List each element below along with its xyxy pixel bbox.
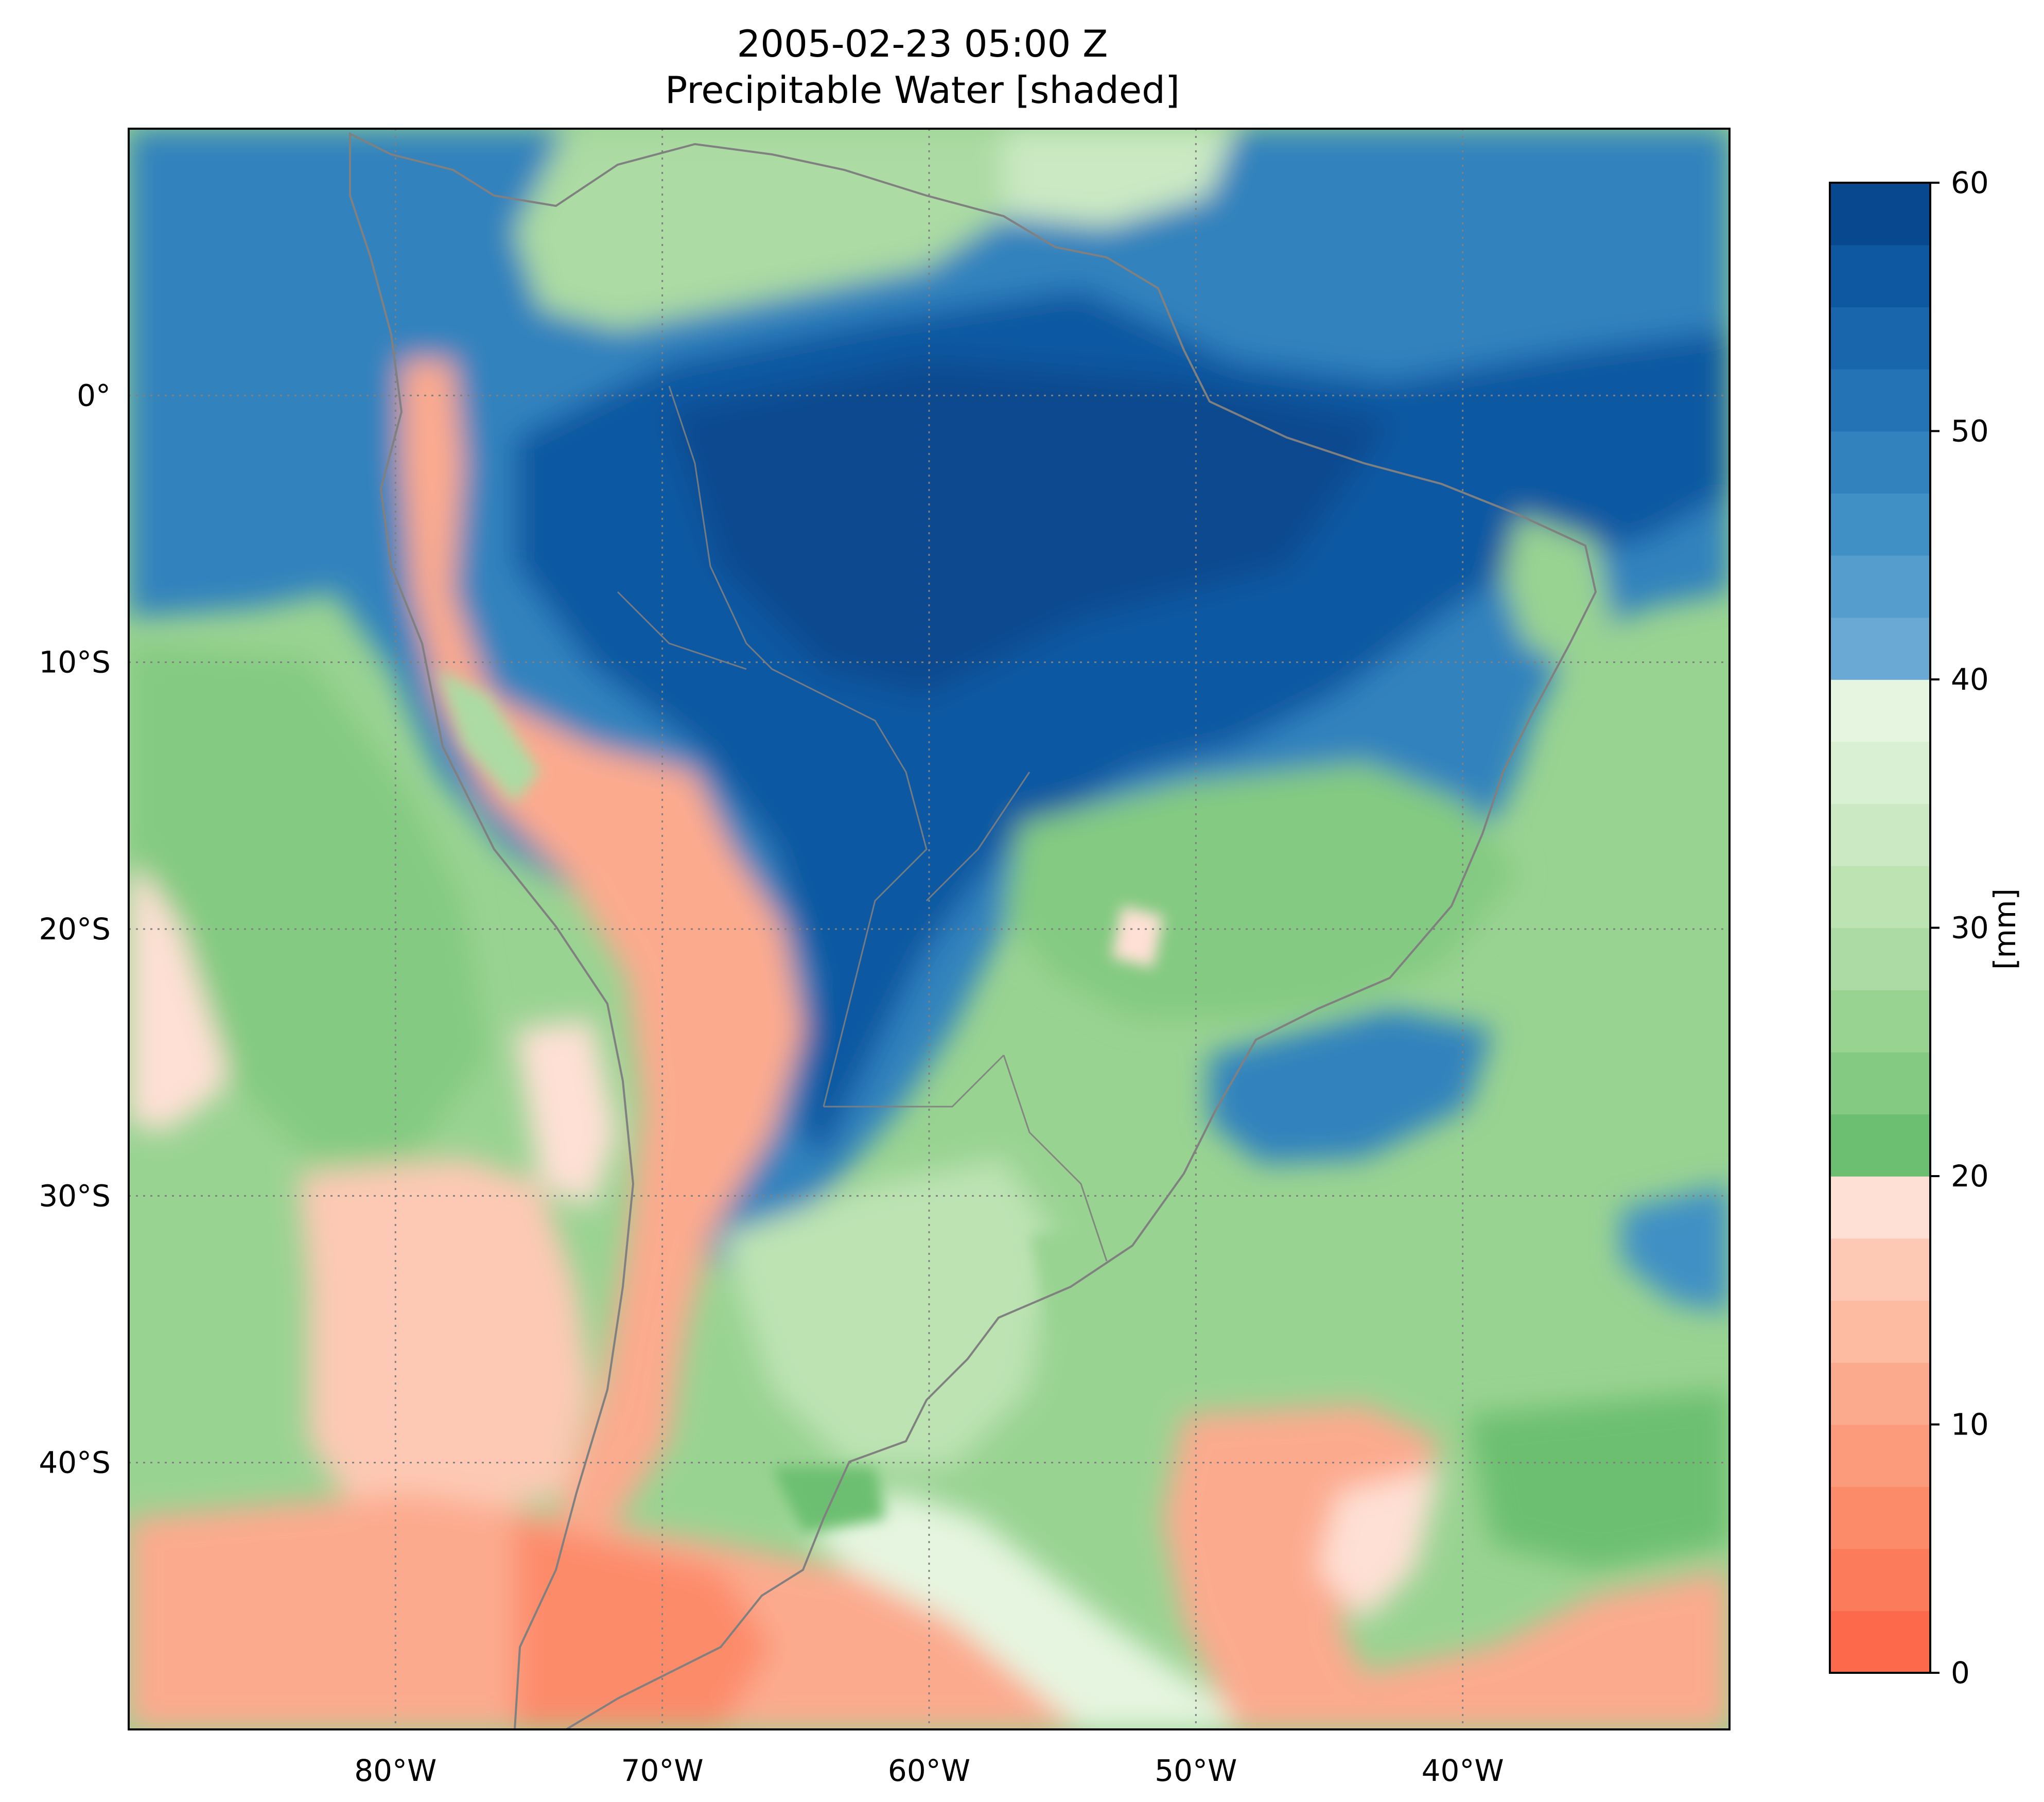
colorbar-tick-label: 20: [1951, 1159, 1989, 1194]
colorbar-tick-label: 30: [1951, 911, 1989, 946]
colorbar-level-swatch: [1830, 307, 1930, 370]
colorbar: 0 10 20 30 40 50 60: [1829, 165, 1989, 1690]
colorbar-level-swatch: [1830, 1176, 1930, 1239]
chart-title-line1: 2005-02-23 05:00 Z: [737, 22, 1108, 65]
colorbar-level-swatch: [1830, 1548, 1930, 1612]
latitude-tick-labels: 0° 10°S 20°S 30°S 40°S: [39, 378, 111, 1480]
colorbar-level-swatch: [1830, 369, 1930, 432]
colorbar-level-swatch: [1830, 431, 1930, 494]
lon-tick-label: 60°W: [888, 1753, 970, 1788]
chart-title-line2: Precipitable Water [shaded]: [665, 68, 1180, 112]
colorbar-tick-label: 60: [1951, 165, 1989, 200]
lat-tick-label: 40°S: [39, 1445, 111, 1480]
colorbar-level-swatch: [1830, 1300, 1930, 1363]
south-america-coastline: [349, 132, 1597, 1729]
colorbar-tick-label: 50: [1951, 414, 1989, 449]
colorbar-label: [mm]: [1987, 888, 2022, 970]
colorbar-tick-label: 10: [1951, 1407, 1989, 1442]
colorbar-level-swatch: [1830, 803, 1930, 866]
colorbar-level-swatch: [1830, 244, 1930, 308]
colorbar-level-swatch: [1830, 928, 1930, 990]
colorbar-level-swatch: [1830, 617, 1930, 680]
colorbar-level-swatch: [1830, 555, 1930, 618]
colorbar-tick-label: 40: [1951, 662, 1989, 697]
longitude-tick-labels: 80°W 70°W 60°W 50°W 40°W: [354, 1753, 1504, 1788]
colorbar-level-swatch: [1830, 1052, 1930, 1115]
colorbar-level-swatch: [1830, 1424, 1930, 1487]
colorbar-level-swatch: [1830, 1486, 1930, 1549]
country-borders: [617, 386, 1108, 1262]
lon-tick-label: 40°W: [1422, 1753, 1504, 1788]
lon-tick-label: 80°W: [354, 1753, 436, 1788]
lon-tick-label: 50°W: [1155, 1753, 1237, 1788]
map-gridlines: [129, 129, 1729, 1729]
lon-tick-label: 70°W: [621, 1753, 704, 1788]
lat-tick-label: 10°S: [39, 645, 111, 680]
colorbar-level-swatch: [1830, 183, 1930, 246]
map-panel: [129, 129, 1729, 1729]
colorbar-level-swatch: [1830, 865, 1930, 929]
colorbar-tick-label: 0: [1951, 1655, 1970, 1690]
map-frame: [128, 128, 1731, 1730]
colorbar-level-swatch: [1830, 1238, 1930, 1301]
lat-tick-label: 0°: [77, 378, 111, 413]
colorbar-level-swatch: [1830, 493, 1930, 556]
colorbar-level-swatch: [1830, 679, 1930, 742]
lat-tick-label: 30°S: [39, 1178, 111, 1213]
colorbar-level-swatch: [1830, 741, 1930, 804]
colorbar-level-swatch: [1830, 990, 1930, 1053]
colorbar-level-swatch: [1830, 1114, 1930, 1177]
colorbar-level-swatch: [1830, 1611, 1930, 1673]
lat-tick-label: 20°S: [39, 912, 111, 947]
colorbar-level-swatch: [1830, 1362, 1930, 1425]
